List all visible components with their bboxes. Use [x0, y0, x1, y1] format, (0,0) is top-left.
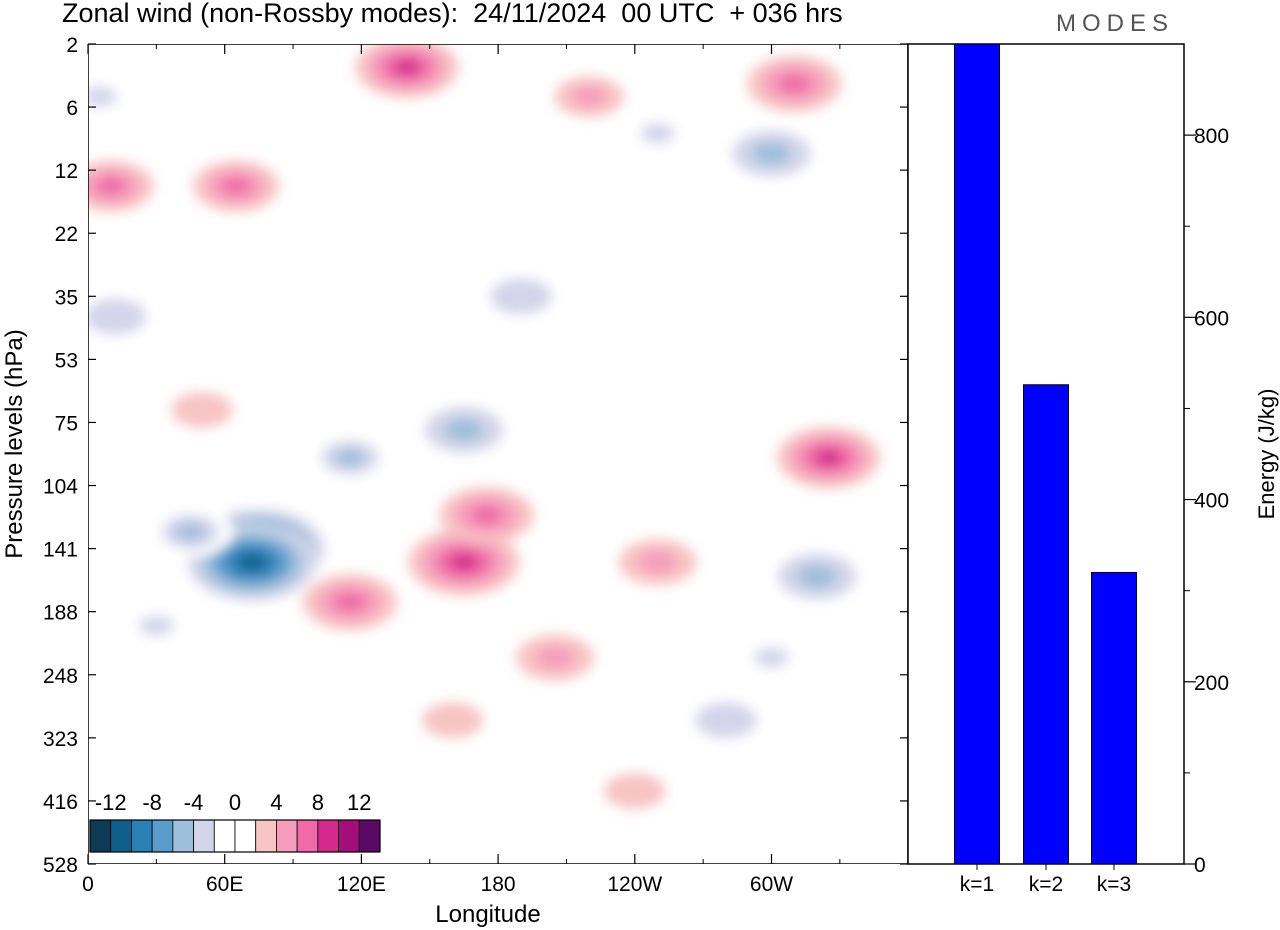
y-tick-label: 6 [66, 97, 78, 120]
y-axis-label: Pressure levels (hPa) [1, 329, 28, 558]
wind-contour-11-1 [797, 564, 837, 588]
y-tick-label: 12 [55, 160, 78, 183]
energy-axis-label: Energy (J/kg) [1254, 389, 1279, 520]
wind-contour-17-1 [535, 646, 575, 670]
wind-contour-9-1 [752, 142, 791, 166]
energy-tick-label: 400 [1194, 490, 1229, 513]
y-tick-label: 75 [55, 412, 78, 435]
wind-contour-2-2 [176, 523, 205, 541]
wind-contour-7-0 [490, 278, 552, 315]
energy-tick-label: 200 [1194, 672, 1229, 695]
energy-tick-label: 0 [1194, 854, 1206, 877]
wind-contour-19-0 [604, 773, 666, 809]
x-tick-label: 60W [750, 873, 793, 896]
colorbar-label: -8 [142, 790, 162, 815]
category-label: k=3 [1097, 873, 1131, 896]
energy-bar-3 [1091, 571, 1137, 865]
wind-contour-5-1 [444, 418, 484, 442]
y-tick-label: 323 [43, 728, 78, 751]
x-tick-label: 120E [337, 873, 386, 896]
wind-contour-15-3 [449, 553, 478, 571]
y-tick-label: 104 [43, 476, 78, 499]
y-tick-label: 35 [55, 286, 78, 309]
category-label: k=1 [960, 873, 994, 896]
energy-tick-label: 600 [1194, 307, 1229, 330]
colorbar-frame [89, 819, 381, 853]
y-tick-label: 188 [43, 602, 78, 625]
colorbar-label: 0 [229, 790, 241, 815]
x-tick-label: 180 [481, 873, 516, 896]
y-tick-label: 2 [66, 34, 78, 57]
wind-contour-4-2 [335, 449, 365, 467]
wind-contour-20-2 [96, 177, 126, 195]
colorbar-label: -4 [184, 790, 204, 815]
modes-logo: MODES [1056, 10, 1175, 37]
y-tick-label: 248 [43, 665, 78, 688]
wind-contour-13-0 [695, 702, 757, 739]
wind-contour-21-2 [221, 177, 251, 195]
x-tick-label: 0 [82, 873, 94, 896]
x-tick-label: 60E [206, 873, 243, 896]
colorbar-label: 8 [312, 790, 324, 815]
colorbar-label: 12 [347, 790, 371, 815]
energy-bar-2 [1023, 384, 1069, 865]
wind-contour-6-0 [88, 298, 146, 335]
wind-contour-10-1 [640, 123, 675, 144]
x-tick-label: 120W [607, 873, 662, 896]
wind-contour-26-0 [171, 392, 233, 428]
wind-contour-8-1 [88, 86, 117, 107]
y-tick-label: 22 [55, 223, 78, 246]
wind-contour-22-3 [394, 59, 420, 75]
energy-tick-label: 800 [1194, 125, 1229, 148]
wind-contour-1-4 [239, 554, 265, 570]
y-tick-label: 141 [43, 539, 78, 562]
energy-bar-1 [954, 43, 1000, 865]
wind-contour-3-1 [138, 615, 174, 636]
wind-contour-18-0 [421, 702, 484, 739]
figure-title: Zonal wind (non-Rossby modes): 24/11/202… [62, 0, 843, 28]
wind-contour-23-2 [778, 74, 811, 94]
category-label: k=2 [1029, 873, 1063, 896]
y-tick-label: 53 [55, 349, 78, 372]
colorbar-label: -12 [95, 790, 127, 815]
wind-contour-14-2 [334, 592, 366, 612]
y-tick-label: 416 [43, 791, 78, 814]
wind-contour-27-1 [571, 86, 607, 107]
x-axis-label: Longitude [435, 901, 540, 928]
wind-contour-12-1 [754, 647, 789, 668]
wind-contour-16-2 [470, 505, 503, 525]
wind-contour-25-1 [638, 550, 678, 574]
y-tick-label: 528 [43, 854, 78, 877]
wind-contour-24-3 [815, 449, 842, 466]
colorbar-label: 4 [270, 790, 282, 815]
